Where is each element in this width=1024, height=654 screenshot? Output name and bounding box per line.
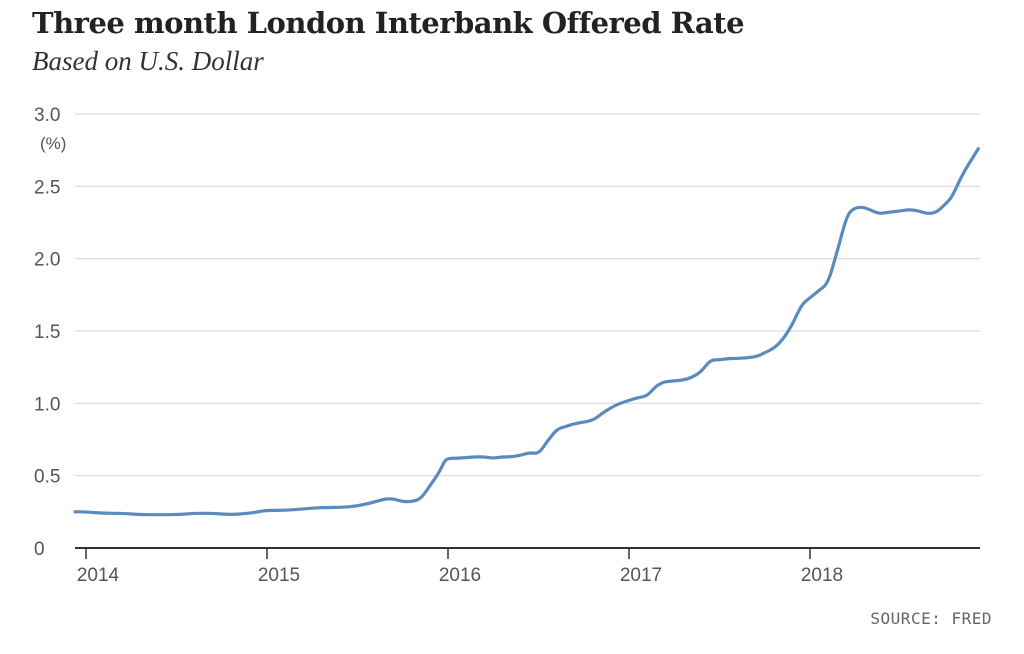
x-tick-label: 2015 bbox=[258, 565, 300, 586]
source-note: SOURCE: FRED bbox=[870, 609, 992, 628]
x-tick-label: 2018 bbox=[801, 565, 843, 586]
y-tick-label: 2.5 bbox=[34, 177, 60, 198]
series-layer bbox=[73, 147, 980, 517]
y-tick-label: 0 bbox=[34, 539, 45, 560]
x-tick-label: 2016 bbox=[439, 565, 481, 586]
y-axis-ticks: 0 0.5 1.0 1.5 2.0 2.5 3.0 bbox=[34, 105, 60, 560]
x-axis: 2014 2015 2016 2017 2018 bbox=[75, 547, 980, 586]
y-axis-unit-label: (%) bbox=[40, 134, 66, 153]
y-tick-label: 0.5 bbox=[34, 467, 60, 488]
x-tick-label: 2014 bbox=[77, 565, 120, 586]
y-tick-label: 1.0 bbox=[34, 394, 60, 415]
chart-subtitle: Based on U.S. Dollar bbox=[32, 46, 264, 76]
y-tick-label: 2.0 bbox=[34, 250, 60, 271]
grid-lines bbox=[75, 113, 980, 477]
y-tick-label: 3.0 bbox=[34, 105, 60, 126]
x-tick-label: 2017 bbox=[620, 565, 662, 586]
series-line bbox=[73, 147, 980, 517]
y-tick-label: 1.5 bbox=[34, 322, 60, 343]
chart-title: Three month London Interbank Offered Rat… bbox=[32, 6, 745, 40]
